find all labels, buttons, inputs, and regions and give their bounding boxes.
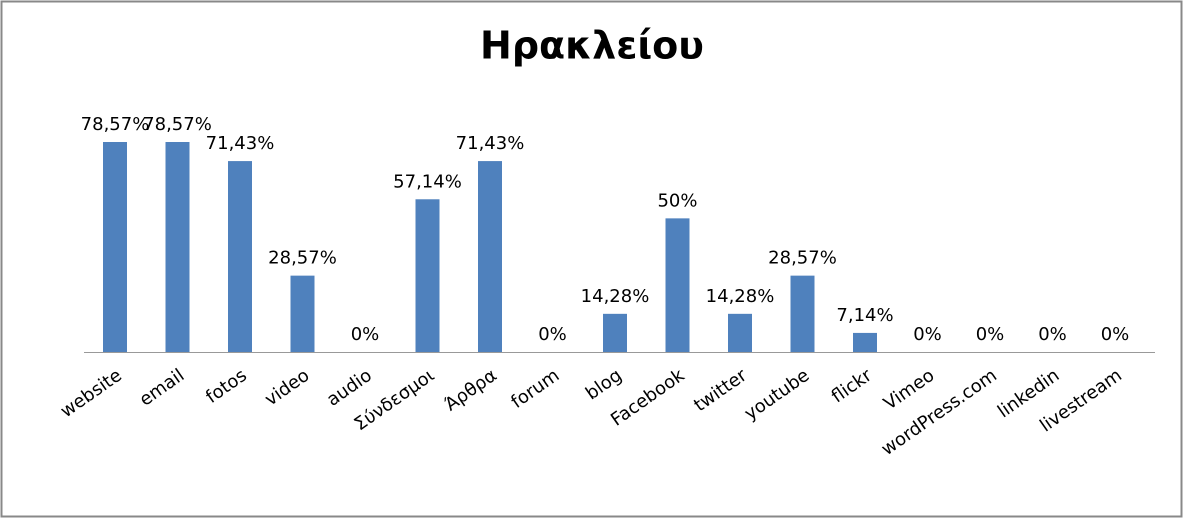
data-label: 0%: [1038, 324, 1067, 345]
bar: [228, 161, 252, 352]
data-label: 0%: [351, 324, 380, 345]
bar: [478, 161, 502, 352]
bar: [853, 332, 877, 352]
data-label: 14,28%: [581, 286, 650, 307]
data-label: 78,57%: [143, 114, 212, 135]
data-label: 14,28%: [706, 286, 775, 307]
bar: [790, 275, 815, 352]
data-label: 0%: [976, 324, 1005, 345]
data-label: 71,43%: [456, 133, 525, 154]
data-label: 7,14%: [836, 305, 893, 326]
data-label: 28,57%: [768, 248, 837, 269]
data-label: 0%: [538, 324, 567, 345]
data-label: 71,43%: [206, 133, 275, 154]
data-label: 0%: [913, 324, 942, 345]
bar: [165, 142, 190, 352]
bar: [728, 313, 752, 352]
bar: [603, 313, 627, 352]
bar: [665, 218, 690, 352]
bar: [415, 199, 440, 352]
data-label: 57,14%: [393, 171, 462, 192]
bar: [103, 142, 127, 352]
data-label: 78,57%: [81, 114, 150, 135]
data-label: 28,57%: [268, 248, 337, 269]
data-label: 50%: [657, 190, 697, 211]
chart-title: Ηρακλείου: [480, 24, 704, 68]
data-label: 0%: [1101, 324, 1130, 345]
bar: [290, 275, 315, 352]
